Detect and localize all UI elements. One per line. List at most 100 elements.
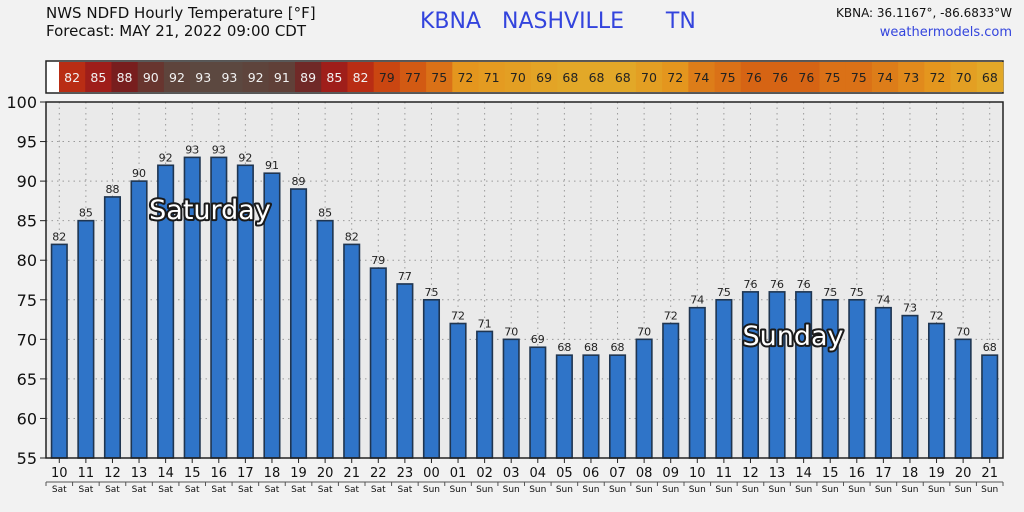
strip-cell-label: 71 [484, 70, 500, 85]
x-day-label: Sat [344, 485, 359, 495]
y-tick-label: 80 [17, 251, 37, 270]
strip-cell-label: 79 [379, 70, 395, 85]
x-day-label: Sun [901, 485, 918, 495]
x-tick-label: 10 [689, 466, 706, 481]
x-tick-label: 15 [184, 466, 201, 481]
temperature-bar [77, 219, 95, 459]
strip-cell-label: 69 [536, 70, 552, 85]
strip-cell-label: 92 [169, 70, 185, 85]
bar-value-label: 75 [823, 286, 837, 299]
x-tick-label: 17 [875, 466, 892, 481]
x-day-label: Sat [211, 485, 226, 495]
temperature-bar [741, 291, 760, 459]
x-tick-label: 20 [317, 466, 334, 481]
x-day-label: Sat [265, 485, 280, 495]
strip-cell-label: 68 [562, 70, 578, 85]
strip-cell [295, 62, 322, 92]
y-tick-label: 75 [17, 291, 37, 310]
y-tick-label: 55 [17, 449, 37, 468]
bar-value-label: 92 [159, 151, 173, 164]
bar-value-label: 91 [265, 159, 279, 172]
strip-cell-label: 72 [929, 70, 945, 85]
strip-cell-label: 77 [405, 70, 421, 85]
x-day-label: Sun [689, 485, 706, 495]
bar-value-label: 75 [717, 286, 731, 299]
x-tick-label: 04 [530, 466, 547, 481]
x-day-label: Sun [928, 485, 945, 495]
bar-value-label: 70 [637, 325, 651, 338]
x-tick-label: 16 [849, 466, 866, 481]
strip-cell [190, 62, 217, 92]
bar-value-label: 69 [531, 333, 545, 346]
bar-value-label: 72 [451, 310, 465, 323]
strip-cell [216, 62, 244, 92]
y-tick-label: 70 [17, 330, 37, 349]
bar-value-label: 93 [212, 143, 226, 156]
strip-cell-label: 75 [825, 70, 841, 85]
x-tick-label: 03 [503, 466, 520, 481]
bar-value-label: 68 [983, 341, 997, 354]
temperature-bar [555, 354, 573, 459]
temperature-bar [662, 322, 680, 459]
y-tick-label: 100 [6, 93, 37, 112]
x-tick-label: 19 [290, 466, 307, 481]
bar-value-label: 90 [132, 167, 146, 180]
x-tick-label: 02 [476, 466, 493, 481]
bar-value-label: 74 [690, 294, 704, 307]
strip-cell [871, 62, 899, 92]
x-day-label: Sat [105, 485, 120, 495]
bar-value-label: 82 [52, 230, 66, 243]
bar-value-label: 72 [664, 310, 678, 323]
x-tick-label: 01 [450, 466, 467, 481]
x-tick-label: 14 [157, 466, 174, 481]
temperature-bar [289, 188, 308, 459]
bar-value-label: 89 [292, 175, 306, 188]
x-day-label: Sat [78, 485, 93, 495]
x-tick-label: 08 [636, 466, 653, 481]
strip-cell [740, 62, 768, 92]
x-day-label: Sun [556, 485, 573, 495]
x-tick-label: 18 [902, 466, 919, 481]
x-tick-label: 00 [423, 466, 440, 481]
strip-cell [347, 62, 375, 92]
bar-value-label: 85 [318, 207, 332, 220]
x-day-label: Sun [848, 485, 865, 495]
x-tick-label: 18 [264, 466, 281, 481]
strip-cell-label: 75 [720, 70, 736, 85]
strip-cell [399, 62, 427, 92]
temperature-bar [396, 283, 414, 459]
x-tick-label: 10 [51, 466, 68, 481]
temperature-bar [343, 243, 361, 459]
strip-cell [321, 62, 348, 92]
bar-value-label: 75 [424, 286, 438, 299]
strip-cell-label: 76 [772, 70, 788, 85]
strip-cell-label: 76 [746, 70, 762, 85]
chart-title: NWS NDFD Hourly Temperature [°F] [46, 4, 316, 22]
strip-cell-label: 85 [326, 70, 342, 85]
bar-value-label: 82 [345, 230, 359, 243]
temperature-bar [688, 306, 706, 459]
x-tick-label: 23 [397, 466, 414, 481]
x-tick-label: 12 [742, 466, 759, 481]
strip-cell [504, 62, 532, 92]
x-tick-label: 21 [981, 466, 998, 481]
bar-value-label: 79 [371, 254, 385, 267]
strip-cell [793, 62, 820, 92]
x-tick-label: 20 [955, 466, 972, 481]
bar-value-label: 88 [105, 183, 119, 196]
strip-cell-label: 90 [143, 70, 159, 85]
x-day-label: Sun [529, 485, 546, 495]
forecast-time: Forecast: MAY 21, 2022 09:00 CDT [46, 22, 307, 40]
site-link[interactable]: weathermodels.com [879, 25, 1012, 40]
x-tick-label: 12 [104, 466, 121, 481]
strip-cell [531, 62, 558, 92]
x-day-label: Sun [822, 485, 839, 495]
x-day-label: Sun [981, 485, 998, 495]
strip-cell-label: 75 [431, 70, 447, 85]
bar-value-label: 74 [876, 294, 890, 307]
temperature-bar [422, 298, 441, 459]
strip-cell-label: 74 [877, 70, 893, 85]
y-tick-label: 95 [17, 133, 37, 152]
strip-cell [767, 62, 794, 92]
